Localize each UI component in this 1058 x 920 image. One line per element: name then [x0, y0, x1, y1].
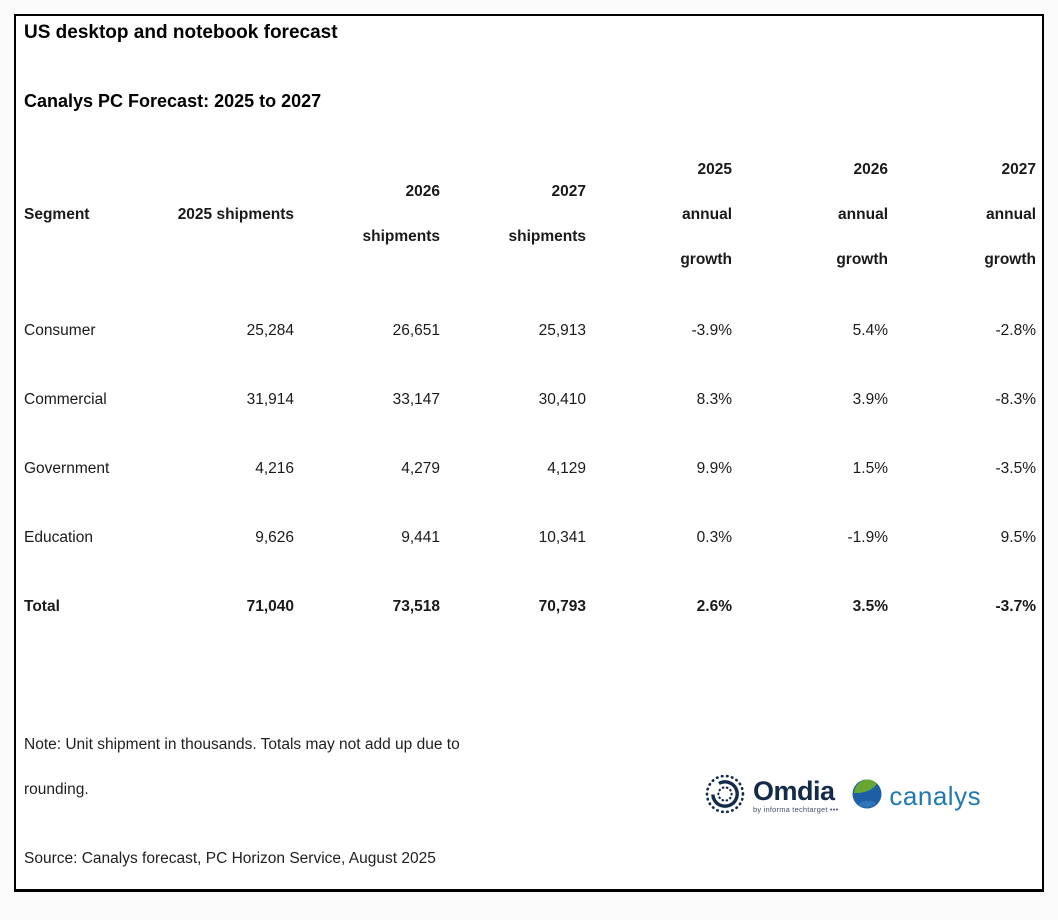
omdia-rings-icon — [704, 773, 746, 820]
table-cell: 30,410 — [538, 390, 586, 408]
page-subtitle: Canalys PC Forecast: 2025 to 2027 — [24, 91, 322, 111]
table-cell: 9,441 — [401, 528, 440, 546]
table-cell: 31,914 — [246, 390, 294, 408]
col-header-2026-shipments: 2026 shipments — [362, 183, 440, 245]
col-header-2026-annual-growth: 2026 annual growth — [836, 160, 888, 268]
table-cell: 3.5% — [852, 597, 888, 615]
table-cell: 0.3% — [696, 528, 732, 546]
table-cell: -2.8% — [995, 321, 1037, 339]
table-cell: 9,626 — [255, 528, 294, 546]
col-header-2027-shipments: 2027 shipments — [508, 183, 586, 245]
omdia-tagline: by informa techtarget ••• — [753, 804, 839, 814]
table-cell: 25,284 — [246, 321, 294, 339]
omdia-wordmark: Omdia — [753, 775, 835, 806]
table-row-commercial: Commercial 31,914 33,147 30,410 8.3% 3.9… — [16, 365, 1036, 434]
logo-group: Omdia by informa techtarget ••• canalys — [704, 772, 981, 820]
segment-cell: Total — [24, 597, 60, 615]
table-cell: 4,279 — [401, 459, 440, 477]
table-cell: 73,518 — [392, 597, 440, 615]
table-header-row: Segment 2025 shipments 2026 shipments 20… — [16, 132, 1036, 296]
segment-cell: Commercial — [24, 390, 107, 408]
table-cell: 4,216 — [255, 459, 294, 477]
table-cell: 9.9% — [696, 459, 732, 477]
table-cell: 71,040 — [246, 597, 294, 615]
segment-cell: Education — [24, 528, 93, 546]
table-cell: 1.5% — [852, 459, 888, 477]
table-cell: 33,147 — [392, 390, 440, 408]
table-cell: 10,341 — [538, 528, 586, 546]
table-cell: -3.5% — [995, 459, 1037, 477]
table-cell: 4,129 — [547, 459, 586, 477]
table-row-government: Government 4,216 4,279 4,129 9.9% 1.5% -… — [16, 434, 1036, 503]
table-cell: 3.9% — [852, 390, 888, 408]
segment-cell: Consumer — [24, 321, 96, 339]
col-header-2025-shipments: 2025 shipments — [177, 205, 294, 223]
col-header-2027-annual-growth: 2027 annual growth — [984, 160, 1036, 268]
table-cell: -8.3% — [995, 390, 1037, 408]
table-cell: 25,913 — [538, 321, 586, 339]
table-cell: 8.3% — [696, 390, 732, 408]
table-cell: 9.5% — [1000, 528, 1036, 546]
canalys-wordmark: canalys — [889, 781, 982, 811]
table-cell: 26,651 — [392, 321, 440, 339]
table-row-education: Education 9,626 9,441 10,341 0.3% -1.9% … — [16, 503, 1036, 572]
table-cell: -1.9% — [847, 528, 889, 546]
footnote: Note: Unit shipment in thousands. Totals… — [24, 736, 460, 798]
table-row-consumer: Consumer 25,284 26,651 25,913 -3.9% 5.4%… — [16, 296, 1036, 365]
canalys-logo: canalys — [852, 779, 981, 814]
omdia-logo: Omdia by informa techtarget ••• — [704, 773, 838, 820]
table-row-total: Total 71,040 73,518 70,793 2.6% 3.5% -3.… — [16, 572, 1036, 641]
forecast-table: Segment 2025 shipments 2026 shipments 20… — [16, 132, 1036, 641]
table-cell: 5.4% — [852, 321, 888, 339]
table-cell: -3.7% — [995, 597, 1037, 615]
col-header-segment: Segment — [24, 205, 90, 223]
forecast-card: US desktop and notebook forecast Canalys… — [14, 14, 1044, 892]
page-title: US desktop and notebook forecast — [24, 22, 338, 43]
table-cell: 70,793 — [538, 597, 586, 615]
segment-cell: Government — [24, 459, 110, 477]
table-cell: -3.9% — [691, 321, 733, 339]
table-cell: 2.6% — [696, 597, 732, 615]
canalys-sphere-icon — [852, 779, 882, 814]
source-line: Source: Canalys forecast, PC Horizon Ser… — [24, 850, 436, 867]
col-header-2025-annual-growth: 2025 annual growth — [680, 160, 732, 268]
